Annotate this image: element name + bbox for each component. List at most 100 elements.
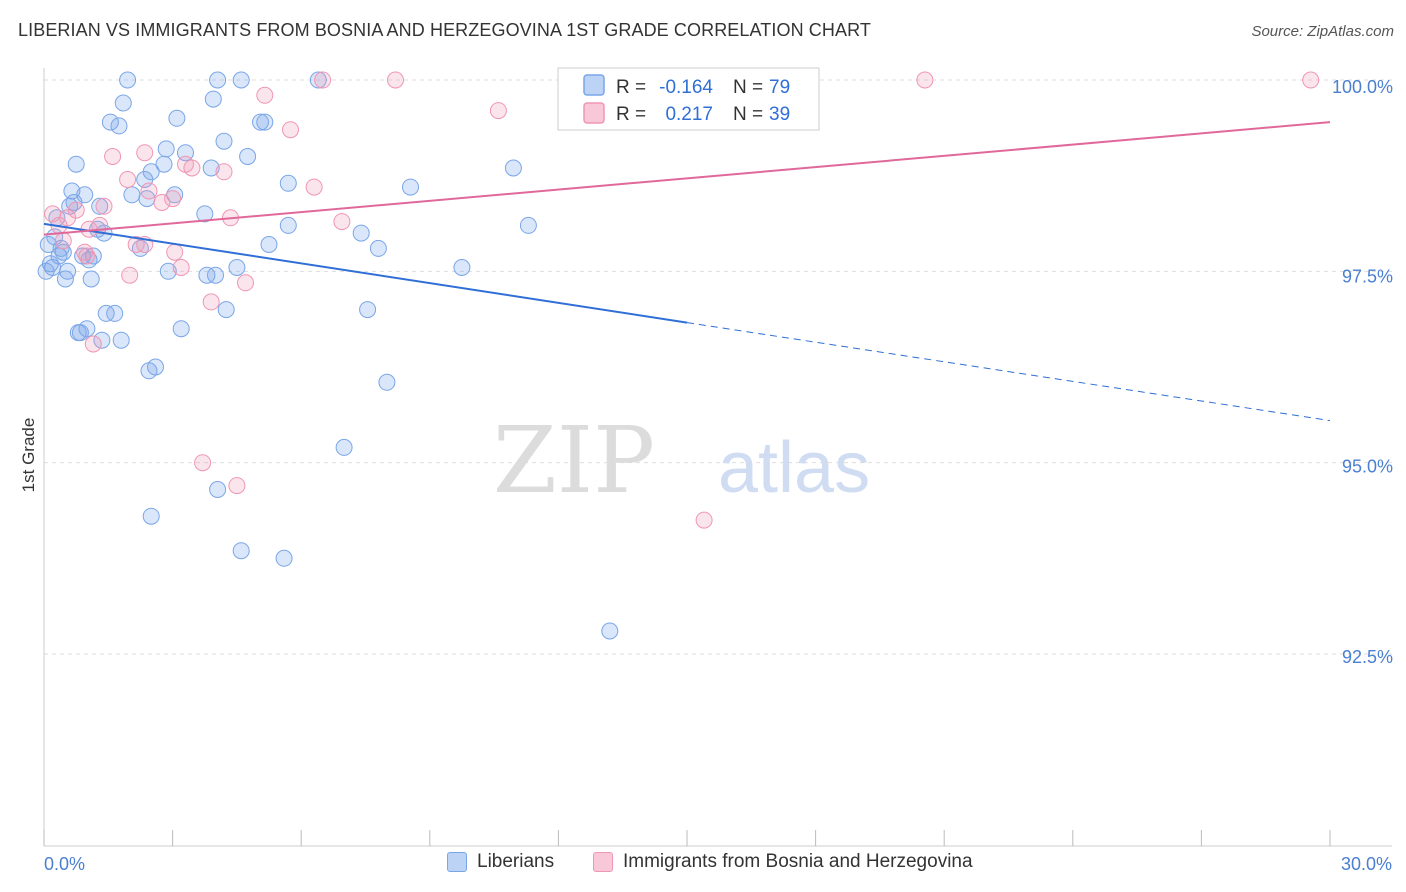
y-tick-label-3: 100.0% (1332, 77, 1393, 97)
bosnia-point-28 (228, 477, 246, 495)
bosnia-point-23 (183, 159, 201, 177)
bosnia-point-20 (166, 243, 184, 261)
liberian-point-47 (202, 159, 220, 177)
liberian-point-65 (335, 438, 353, 456)
liberian-point-48 (204, 90, 222, 108)
liberian-point-42 (168, 109, 186, 127)
bosnia-point-21 (172, 259, 190, 276)
stats-legend-swatch-pink (583, 102, 605, 124)
liberian-point-11 (67, 155, 85, 173)
liberian-point-68 (369, 239, 387, 257)
x-axis-ticks (43, 830, 1331, 846)
liberian-point-59 (256, 113, 274, 131)
trend-lines (43, 121, 1331, 422)
y-tick-label-1: 95.0% (1342, 457, 1393, 477)
bosnia-point-6 (78, 247, 96, 265)
watermark-atlas: atlas (718, 428, 870, 508)
liberian-point-40 (159, 262, 177, 280)
liberian-point-29 (119, 71, 137, 89)
legend-swatch-liberians (447, 852, 467, 872)
stats-legend-n-value-2: 39 (769, 104, 790, 125)
bosnia-point-29 (237, 274, 254, 292)
liberian-point-53 (217, 301, 235, 319)
bosnia-point-19 (164, 190, 182, 208)
bosnia-point-33 (314, 71, 332, 89)
bosnia-trend-line (43, 121, 1331, 236)
watermark-zip: ZIP (493, 407, 655, 514)
liberian-point-16 (78, 320, 96, 338)
stats-legend: R = -0.164 N = 79 R = 0.217 N = 39 (557, 67, 820, 131)
legend-item-bosnia: Immigrants from Bosnia and Herzegovina (593, 851, 973, 873)
chart-source: Source: ZipAtlas.com (1251, 23, 1394, 40)
stats-legend-r-label-2: R = (616, 104, 646, 125)
bosnia-point-39 (1302, 71, 1320, 89)
legend-label-bosnia: Immigrants from Bosnia and Herzegovina (623, 851, 973, 872)
liberian-point-52 (215, 132, 233, 150)
stats-legend-n-label-2: N = (733, 104, 763, 125)
liberian-point-73 (519, 216, 537, 234)
liberian-point-24 (101, 113, 119, 131)
bosnia-point-35 (387, 71, 404, 89)
liberian-point-39 (157, 140, 175, 158)
bosnia-point-13 (121, 266, 139, 284)
bosnia-point-17 (140, 182, 158, 200)
liberian-point-27 (112, 331, 130, 349)
bosnia-point-36 (489, 102, 507, 120)
liberian-point-63 (279, 216, 297, 234)
bosnia-point-37 (695, 511, 713, 529)
liberian-point-67 (359, 301, 377, 319)
liberian-trend-line (43, 222, 688, 324)
liberian-point-18 (82, 270, 100, 288)
liberian-point-25 (106, 304, 124, 322)
legend-item-liberians: Liberians (447, 851, 554, 873)
liberian-point-69 (378, 373, 396, 391)
stats-legend-r-value-1: -0.164 (659, 77, 713, 98)
liberian-point-66 (352, 224, 370, 242)
x-tick-label-max: 30.0% (1341, 854, 1392, 874)
liberian-point-38 (155, 155, 173, 173)
liberian-point-21 (91, 197, 109, 215)
stats-legend-n-label-1: N = (733, 77, 763, 98)
liberian-point-22 (93, 331, 111, 349)
bosnia-point-18 (153, 194, 171, 211)
y-axis-title: 1st Grade (19, 418, 38, 493)
bosnia-point-32 (305, 178, 323, 196)
liberian-point-54 (228, 259, 246, 276)
liberian-point-64 (309, 71, 327, 89)
liberian-point-72 (504, 159, 522, 177)
y-tick-label-0: 92.5% (1342, 647, 1393, 667)
stats-legend-swatch-blue (583, 74, 605, 96)
liberian-point-30 (123, 186, 141, 204)
chart-title: LIBERIAN VS IMMIGRANTS FROM BOSNIA AND H… (18, 20, 871, 40)
gridlines (44, 79, 1392, 655)
liberian-point-58 (252, 113, 269, 131)
liberian-point-43 (172, 320, 190, 338)
bosnia-point-26 (215, 163, 233, 181)
liberian-point-45 (196, 205, 214, 223)
liberian-point-35 (142, 163, 160, 181)
stats-legend-n-value-1: 79 (769, 77, 790, 98)
liberian-point-61 (275, 549, 293, 567)
bosnia-point-8 (84, 335, 102, 353)
liberian-point-19 (84, 247, 102, 265)
legend-swatch-bosnia (593, 852, 613, 872)
bosnia-point-11 (104, 148, 122, 165)
y-axis-labels: 92.5% 95.0% 97.5% 100.0% (1332, 77, 1393, 667)
liberian-point-51 (209, 481, 227, 498)
liberian-point-46 (198, 266, 216, 284)
liberian-point-71 (453, 259, 471, 276)
axes (43, 68, 1392, 847)
bosnia-point-34 (333, 213, 351, 231)
liberian-point-60 (260, 236, 278, 253)
bosnia-point-4 (67, 201, 85, 219)
bosnia-point-38 (916, 71, 934, 89)
bosnia-point-30 (256, 86, 274, 104)
liberian-point-36 (142, 507, 160, 525)
liberian-point-74 (601, 622, 619, 640)
stats-legend-r-value-2: 0.217 (665, 104, 713, 125)
liberian-point-70 (402, 178, 419, 196)
liberian-point-37 (147, 358, 164, 376)
liberian-point-55 (232, 542, 250, 560)
bosnia-point-12 (119, 171, 137, 188)
